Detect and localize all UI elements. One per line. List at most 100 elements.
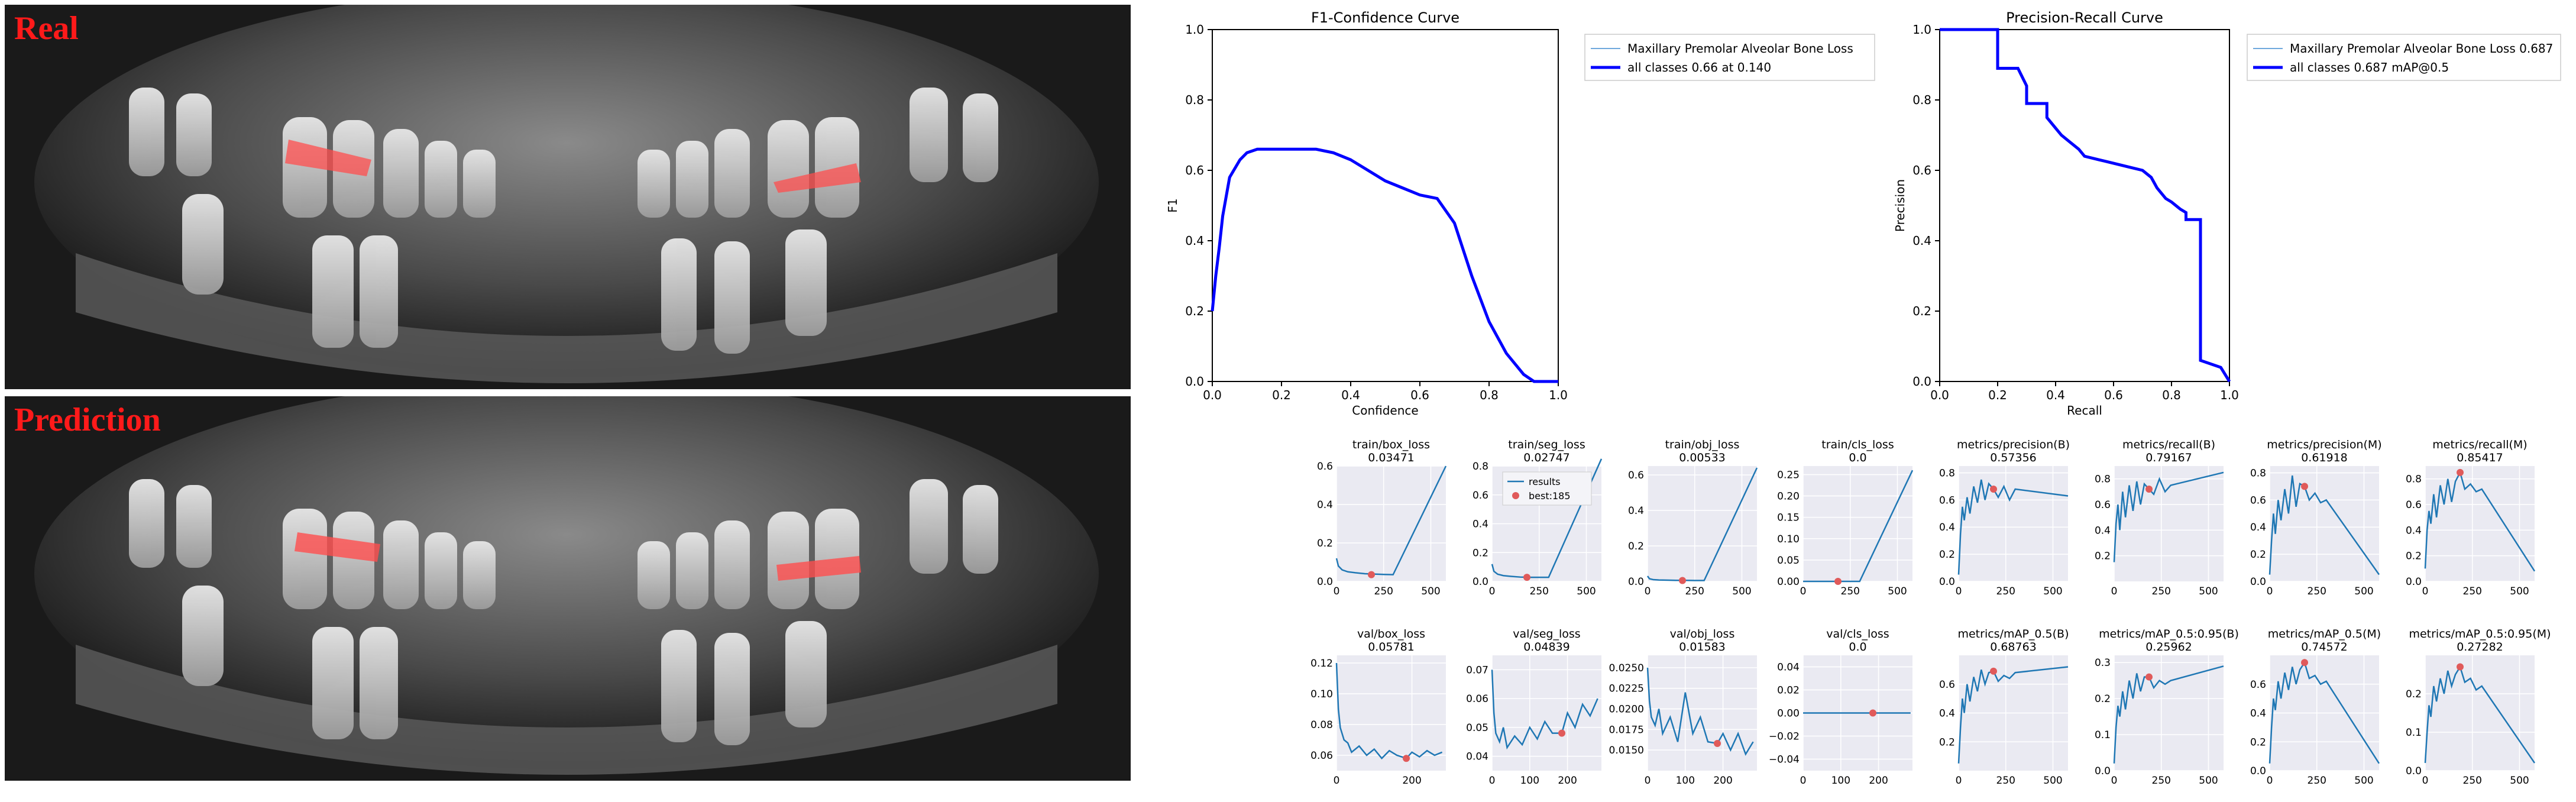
mini-subtitle: 0.03471 xyxy=(1368,451,1415,464)
results-line xyxy=(1335,465,1447,575)
best-marker xyxy=(1869,709,1877,717)
mini-subtitle: 0.04839 xyxy=(1523,641,1570,654)
y-tick-label: 0.8 xyxy=(1185,93,1204,107)
y-tick-label: 0.0250 xyxy=(1609,662,1644,674)
x-tick-label: 100 xyxy=(1831,775,1850,787)
y-tick-label: 0.0 xyxy=(1628,576,1644,588)
y-tick-label: 0.00 xyxy=(1777,576,1800,588)
y-tick-label: 0.05 xyxy=(1777,555,1800,567)
legend-label-1: all classes 0.66 at 0.140 xyxy=(1627,60,1771,75)
y-tick-label: 0.2 xyxy=(2095,693,2111,705)
mini-legend-box xyxy=(1502,471,1592,506)
x-tick-label: 0 xyxy=(1800,775,1807,787)
y-tick-label: 0.2 xyxy=(2250,549,2266,561)
legend: Maxillary Premolar Alveolar Bone Loss 0.… xyxy=(2247,34,2561,81)
mini-chart-11: 0 100 200 −0.04 −0.02 0.00 0.02 0.04 val/cls_los… xyxy=(1769,628,1912,787)
chart-title: F1-Confidence Curve xyxy=(1311,9,1459,26)
best-marker xyxy=(1368,571,1376,578)
y-tick-label: 0.0 xyxy=(1473,576,1488,588)
mini-subtitle: 0.85417 xyxy=(2457,451,2503,464)
mini-chart-4: 0 250 500 0.0 0.2 0.4 0.6 0.8 metrics/precision(… xyxy=(1939,438,2070,597)
legend-label-0: Maxillary Premolar Alveolar Bone Loss 0.… xyxy=(2290,41,2553,56)
y-tick-label: 0.2 xyxy=(1939,736,1955,748)
y-tick-label: 0.08 xyxy=(1310,719,1333,731)
y-tick-label: 0.06 xyxy=(1466,693,1488,705)
mini-title: metrics/mAP_0.5(B) xyxy=(1957,628,2069,641)
x-tick-label: 500 xyxy=(2510,586,2529,597)
mini-plot-bg xyxy=(2114,466,2224,581)
mini-title: metrics/recall(B) xyxy=(2122,438,2215,451)
best-marker xyxy=(1558,729,1566,737)
y-tick-label: 0.4 xyxy=(1473,519,1488,531)
legend-box xyxy=(1584,34,1875,81)
y-tick-label: 0.8 xyxy=(1473,461,1488,473)
mini-plot-bg xyxy=(2425,655,2535,771)
x-tick-label: 1.0 xyxy=(2220,388,2239,402)
y-tick-label: 0.04 xyxy=(1777,662,1800,674)
mini-title: metrics/mAP_0.5:0.95(B) xyxy=(2099,628,2239,641)
x-tick-label: 250 xyxy=(2308,775,2326,787)
x-tick-label: 0.6 xyxy=(2104,388,2123,402)
y-tick-label: 0.4 xyxy=(1912,234,1931,248)
mini-title: train/box_loss xyxy=(1352,438,1430,451)
x-tick-label: 250 xyxy=(2152,775,2171,787)
y-tick-label: 0.8 xyxy=(2250,467,2266,479)
y-tick-label: 0.0 xyxy=(1939,576,1955,588)
y-tick-label: 0.8 xyxy=(1939,467,1955,479)
y-axis-label: F1 xyxy=(1166,198,1180,212)
y-tick-label: 0.20 xyxy=(1777,491,1800,503)
y-tick-label: 1.0 xyxy=(1185,22,1204,37)
best-marker xyxy=(1834,578,1842,585)
x-tick-label: 100 xyxy=(1520,775,1539,787)
mini-title: metrics/mAP_0.5:0.95(M) xyxy=(2409,628,2551,641)
mini-plot-bg xyxy=(2425,466,2535,581)
mini-plot-bg xyxy=(2114,655,2224,771)
x-tick-label: 0 xyxy=(2422,586,2429,597)
x-tick-label: 0 xyxy=(2422,775,2429,787)
real-xray-panel: Real xyxy=(5,5,1131,389)
mini-title: metrics/precision(B) xyxy=(1957,438,2070,451)
plot-frame xyxy=(1212,29,1559,382)
results-line xyxy=(2268,661,2380,764)
mini-chart-3: 0 250 500 0.00 0.05 0.10 0.15 0.20 0.25 train/cls… xyxy=(1777,438,1914,597)
best-marker xyxy=(2457,663,2464,671)
x-tick-label: 0.4 xyxy=(1341,388,1360,402)
x-tick-label: 0.0 xyxy=(1203,388,1222,402)
y-tick-label: 0.2 xyxy=(2406,688,2422,700)
chart-1: Precision-Recall Curve 0.0 0.2 0.4 0.6 0.8 1.0… xyxy=(1893,9,2561,418)
y-tick-label: 0.6 xyxy=(1628,470,1644,481)
y-tick-label: 0.4 xyxy=(1185,234,1204,248)
mini-subtitle: 0.00533 xyxy=(1679,451,1726,464)
mini-plot-bg xyxy=(1959,466,2068,581)
results-line xyxy=(2113,471,2224,562)
x-tick-label: 500 xyxy=(2354,775,2373,787)
x-tick-label: 250 xyxy=(1685,586,1704,597)
mini-subtitle: 0.27282 xyxy=(2457,641,2503,654)
x-tick-label: 500 xyxy=(1732,586,1751,597)
y-tick-label: 0.0 xyxy=(2250,576,2266,588)
best-marker xyxy=(2145,486,2153,493)
y-tick-label: 0.4 xyxy=(1317,499,1333,511)
y-tick-label: 0.2 xyxy=(1185,304,1204,318)
best-marker xyxy=(2145,673,2153,681)
x-tick-label: 250 xyxy=(2152,586,2171,597)
y-tick-label: 1.0 xyxy=(1912,22,1931,37)
y-tick-label: 0.4 xyxy=(1939,708,1955,720)
y-tick-label: 0.6 xyxy=(2250,679,2266,691)
results-line xyxy=(2113,665,2224,764)
y-tick-label: 0.8 xyxy=(2406,474,2422,486)
y-tick-label: 0.0175 xyxy=(1609,724,1644,736)
y-tick-label: 0.6 xyxy=(2250,494,2266,506)
results-line xyxy=(1335,662,1443,760)
mini-subtitle: 0.68763 xyxy=(1990,641,2037,654)
x-tick-label: 500 xyxy=(1421,586,1440,597)
y-tick-label: 0.0 xyxy=(1317,576,1333,588)
y-tick-label: 0.00 xyxy=(1777,708,1800,720)
mini-chart-14: 0 250 500 0.0 0.2 0.4 0.6 metrics/mAP_0.5(M)0.7… xyxy=(2250,628,2381,787)
x-tick-label: 200 xyxy=(1713,775,1732,787)
mini-chart-13: 0 250 500 0.0 0.1 0.2 0.3 metrics/mAP_0.5:0.95(… xyxy=(2095,628,2239,787)
y-tick-label: 0.10 xyxy=(1310,688,1333,700)
